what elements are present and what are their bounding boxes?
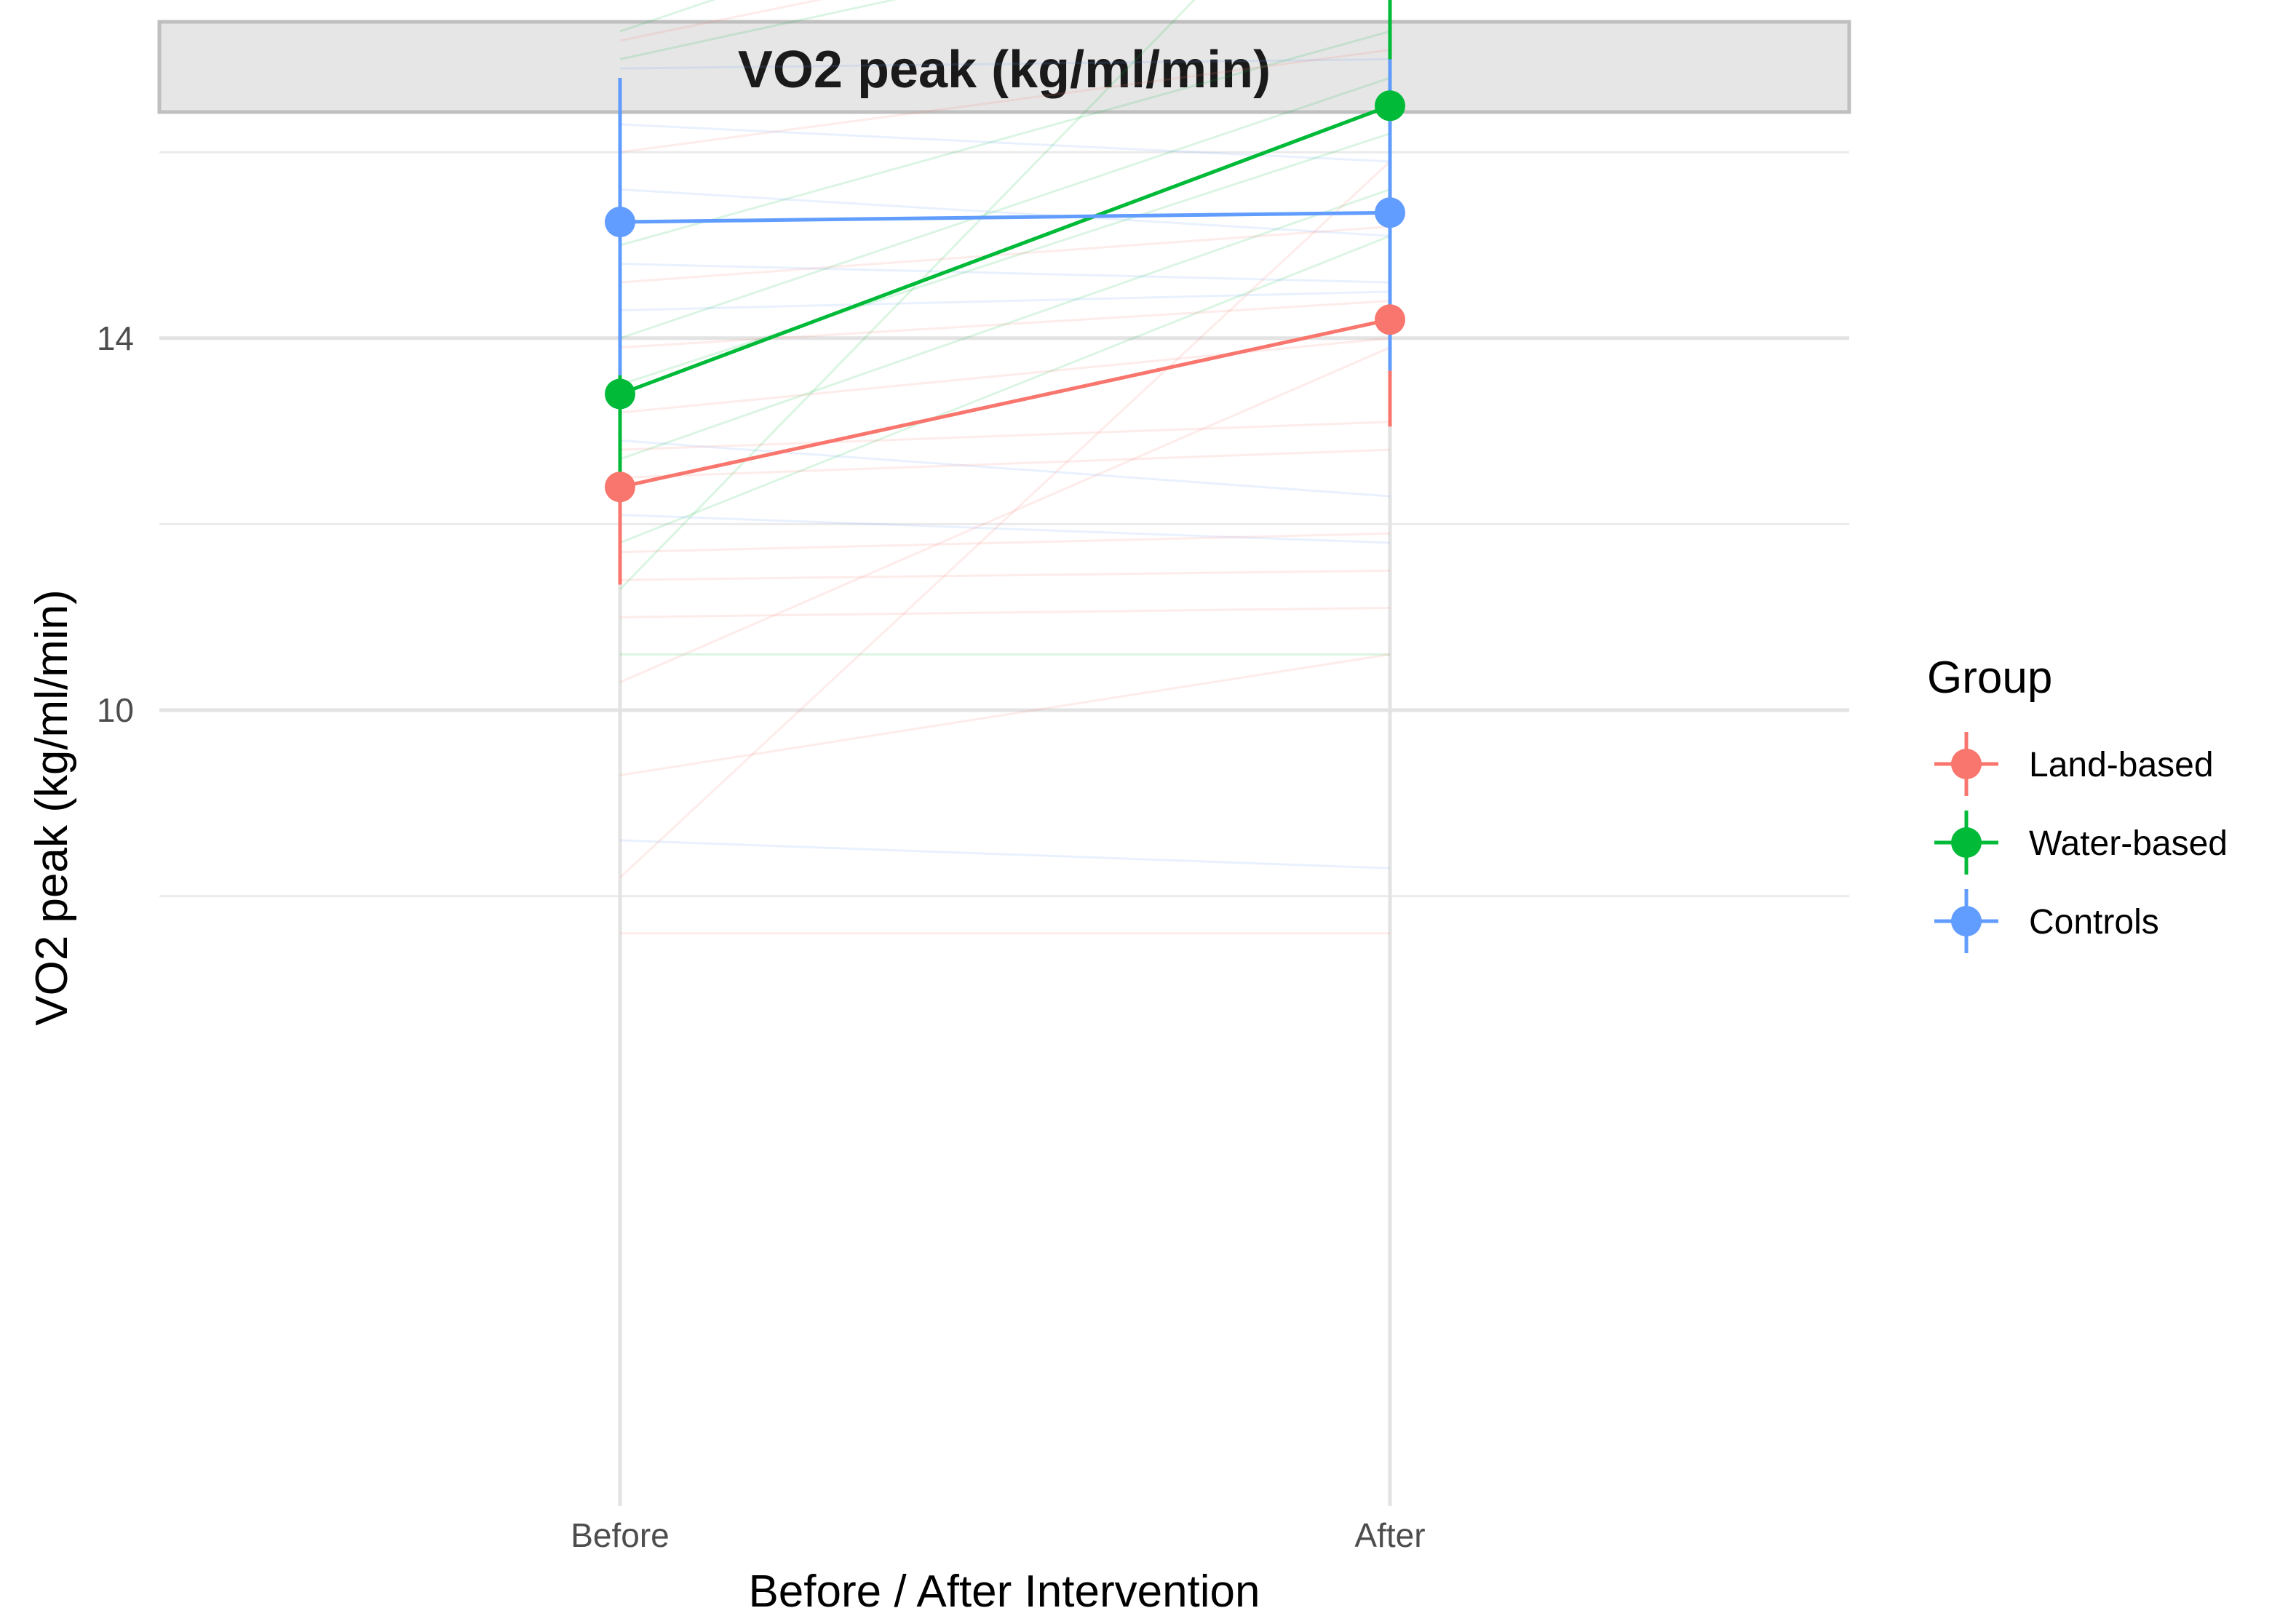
- individual-line: [619, 0, 898, 60]
- individual-line: [619, 300, 1391, 349]
- individual-line: [619, 49, 1391, 154]
- individual-line: [619, 290, 1391, 311]
- mean-line: [619, 103, 1391, 396]
- chart-title: VO2 peak (kg/ml/min): [738, 41, 1271, 99]
- individual-line: [619, 569, 1391, 581]
- legend-label: Water-based: [2029, 824, 2228, 863]
- mean-points-layer: [605, 90, 1405, 503]
- individual-line: [619, 439, 1391, 498]
- legend: Group Land-based Water-based Controls: [1927, 653, 2228, 953]
- legend-key-point: [1951, 906, 1982, 936]
- x-tick-label: Before: [571, 1516, 670, 1554]
- y-tick-label: 10: [97, 691, 134, 729]
- individual-line: [619, 160, 1391, 879]
- individual-line: [619, 0, 824, 42]
- individual-line: [619, 532, 1391, 554]
- x-tick-labels: Before After: [571, 1516, 1425, 1554]
- facet-strip: [157, 20, 1851, 114]
- individual-line: [619, 132, 1391, 386]
- legend-label: Controls: [2029, 903, 2159, 942]
- mean-point: [1375, 197, 1405, 228]
- individual-line: [619, 188, 1391, 237]
- grid-layer: [159, 116, 1849, 1506]
- x-axis-title: Before / After Intervention: [748, 1567, 1260, 1617]
- mean-point: [605, 378, 635, 410]
- individual-line: [619, 30, 1391, 247]
- y-tick-label: 14: [97, 319, 134, 357]
- individual-line: [619, 653, 1391, 776]
- legend-item: Water-based: [1934, 811, 2228, 875]
- y-axis-title: VO2 peak (kg/ml/min): [27, 589, 77, 1026]
- individual-line: [619, 448, 1391, 479]
- y-tick-labels: 101418: [97, 319, 134, 729]
- legend-title: Group: [1927, 653, 2052, 703]
- individual-line: [619, 421, 1391, 451]
- legend-items: Land-based Water-based Controls: [1934, 732, 2228, 953]
- individual-line: [619, 225, 1391, 284]
- individual-line: [619, 606, 1391, 618]
- mean-point: [1375, 90, 1405, 122]
- legend-item: Controls: [1934, 889, 2159, 953]
- mean-point: [605, 207, 635, 238]
- legend-key-point: [1951, 749, 1982, 779]
- mean-line: [619, 210, 1391, 224]
- mean-lines-layer: [619, 103, 1391, 489]
- individual-line: [619, 123, 1391, 163]
- mean-point: [1375, 304, 1405, 335]
- mean-line: [619, 317, 1391, 489]
- individual-line: [619, 188, 1391, 461]
- individual-line: [619, 76, 1391, 340]
- individual-line: [619, 839, 1391, 869]
- legend-key-point: [1951, 827, 1982, 858]
- individual-lines-layer: [619, 0, 1391, 935]
- individual-line: [619, 514, 1391, 544]
- individual-line: [619, 337, 1391, 414]
- legend-label: Land-based: [2029, 746, 2214, 784]
- individual-line: [619, 234, 1391, 544]
- individual-line: [619, 57, 1391, 70]
- individual-line: [619, 346, 1391, 684]
- legend-item: Land-based: [1934, 732, 2214, 796]
- individual-line: [619, 263, 1391, 284]
- x-tick-label: After: [1354, 1516, 1425, 1554]
- mean-point: [605, 471, 635, 503]
